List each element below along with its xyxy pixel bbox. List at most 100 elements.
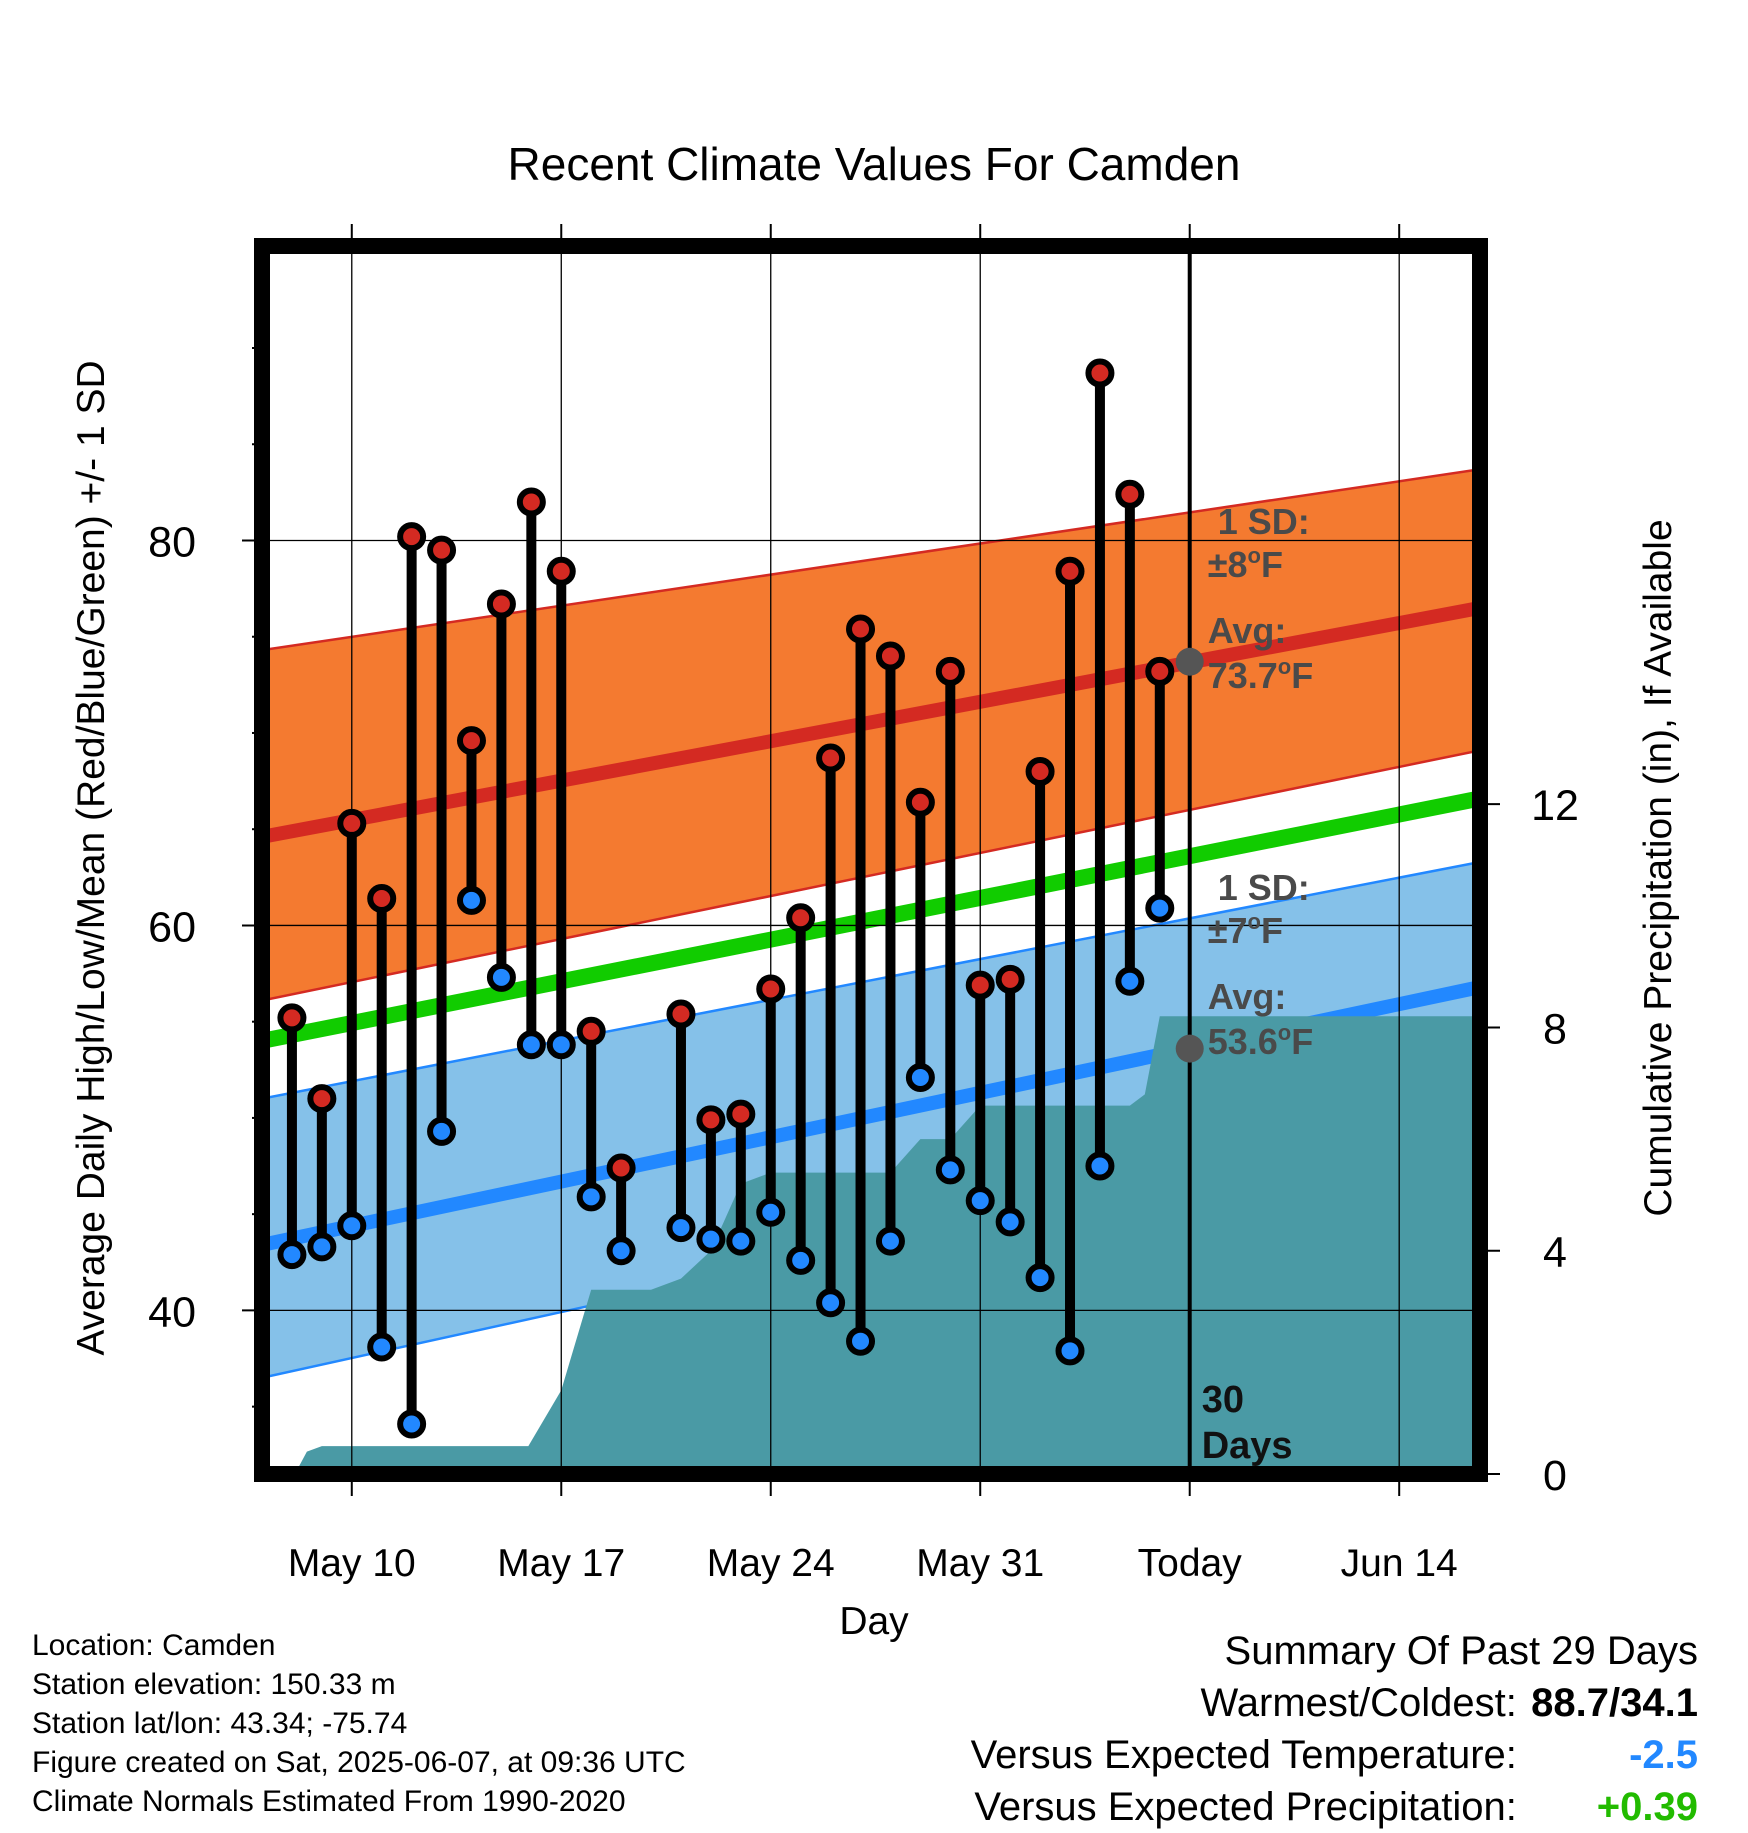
summary-warmest-row: Warmest/Coldest: 88.7/34.1 (798, 1677, 1699, 1729)
daily-low-point (905, 1062, 935, 1092)
daily-low-point (576, 1182, 606, 1212)
daily-high-point (606, 1153, 636, 1183)
daily-high-point (1085, 358, 1115, 388)
daily-high-point (367, 883, 397, 913)
temp-label: Versus Expected Temperature: (970, 1733, 1517, 1777)
daily-low-point (696, 1224, 726, 1254)
daily-low-point (816, 1288, 846, 1318)
summary-heading: Summary Of Past 29 Days (1224, 1629, 1698, 1673)
high-sd-value: ±8oF (1208, 543, 1283, 585)
daily-high-point (726, 1099, 756, 1129)
daily-low-point (606, 1236, 636, 1266)
y2-axis-label: Cumulative Precipitation (in), If Availa… (1637, 519, 1680, 1216)
warmest-value: 88.7/34.1 (1531, 1681, 1698, 1725)
location-text: Location: Camden (32, 1629, 276, 1662)
daily-low-point (1145, 893, 1175, 923)
low-sd-value: ±7oF (1208, 909, 1283, 951)
today-high-avg-marker (1175, 647, 1204, 676)
latlon-text: Station lat/lon: 43.34; -75.74 (32, 1707, 408, 1740)
precip-label: Versus Expected Precipitation: (974, 1785, 1517, 1829)
y-tick-label: 60 (148, 903, 196, 951)
temp-value: -2.5 (1629, 1733, 1698, 1777)
daily-high-point (696, 1105, 726, 1135)
daily-high-point (666, 999, 696, 1029)
daily-low-point (1115, 966, 1145, 996)
daily-high-point (965, 970, 995, 1000)
daily-high-point (307, 1084, 337, 1114)
daily-high-point (486, 589, 516, 619)
daily-high-point (427, 535, 457, 565)
daily-low-point (935, 1155, 965, 1185)
high-sd-label: 1 SD: (1218, 501, 1310, 542)
today-days-label: Days (1202, 1425, 1293, 1467)
daily-low-point (1085, 1151, 1115, 1181)
y2-tick-label: 0 (1543, 1452, 1567, 1500)
daily-high-point (1115, 479, 1145, 509)
daily-low-point (486, 962, 516, 992)
x-tick-label: Today (1138, 1542, 1243, 1585)
y-axis-label: Average Daily High/Low/Mean (Red/Blue/Gr… (70, 360, 113, 1355)
y-tick-label: 80 (148, 518, 196, 566)
daily-high-point (456, 726, 486, 756)
daily-low-point (427, 1116, 457, 1146)
daily-low-point (786, 1245, 816, 1275)
today-low-avg-marker (1175, 1034, 1204, 1063)
y-tick-label: 40 (148, 1288, 196, 1336)
daily-high-point (756, 974, 786, 1004)
high-normal-line (262, 600, 1480, 844)
daily-low-point (456, 885, 486, 915)
daily-high-point (846, 614, 876, 644)
normals-text: Climate Normals Estimated From 1990-2020 (32, 1785, 626, 1818)
daily-high-point (935, 656, 965, 686)
warmest-label: Warmest/Coldest: (1200, 1681, 1517, 1725)
daily-low-point (277, 1240, 307, 1270)
daily-high-point (576, 1016, 606, 1046)
daily-low-point (307, 1232, 337, 1262)
x-tick-label: Jun 14 (1341, 1542, 1458, 1585)
station-info: Location: Camden Station elevation: 150.… (32, 1626, 686, 1821)
daily-high-point (905, 787, 935, 817)
daily-low-point (1055, 1336, 1085, 1366)
elevation-text: Station elevation: 150.33 m (32, 1668, 396, 1701)
high-band-upper-edge (262, 468, 1480, 652)
daily-high-point (995, 964, 1025, 994)
plot-inner (262, 246, 1480, 1474)
low-avg-value: 53.6oF (1208, 1020, 1314, 1062)
high-avg-value: 73.7oF (1208, 654, 1314, 696)
daily-low-point (397, 1409, 427, 1439)
daily-high-point (786, 903, 816, 933)
x-axis-label: Day (839, 1600, 909, 1643)
created-text: Figure created on Sat, 2025-06-07, at 09… (32, 1746, 686, 1779)
daily-low-point (546, 1030, 576, 1060)
high-band-lower-edge (262, 749, 1480, 1002)
low-band-upper-edge (262, 860, 1480, 1100)
x-tick-label: May 17 (497, 1542, 625, 1585)
precip-value: +0.39 (1596, 1785, 1698, 1829)
daily-high-point (875, 641, 905, 671)
daily-high-point (516, 487, 546, 517)
y2-tick-label: 12 (1531, 782, 1579, 830)
daily-high-point (277, 1003, 307, 1033)
daily-high-point (397, 522, 427, 552)
daily-low-point (965, 1186, 995, 1216)
y2-tick-label: 8 (1543, 1005, 1567, 1053)
daily-high-point (1055, 556, 1085, 586)
x-tick-label: May 24 (707, 1542, 835, 1585)
daily-low-point (516, 1030, 546, 1060)
daily-low-point (666, 1213, 696, 1243)
low-sd-label: 1 SD: (1218, 867, 1310, 908)
daily-high-point (546, 556, 576, 586)
daily-low-point (337, 1211, 367, 1241)
daily-low-point (756, 1197, 786, 1227)
daily-high-point (816, 743, 846, 773)
daily-low-point (1025, 1263, 1055, 1293)
plot-frame (254, 238, 1488, 1482)
high-avg-label: Avg: (1208, 610, 1287, 651)
y2-tick-label: 4 (1543, 1229, 1567, 1277)
summary-precip-row: Versus Expected Precipitation: +0.39 (798, 1781, 1698, 1833)
daily-low-point (995, 1207, 1025, 1237)
daily-low-point (875, 1226, 905, 1256)
x-tick-label: May 31 (916, 1542, 1044, 1585)
summary-temp-row: Versus Expected Temperature: -2.5 (798, 1729, 1698, 1781)
